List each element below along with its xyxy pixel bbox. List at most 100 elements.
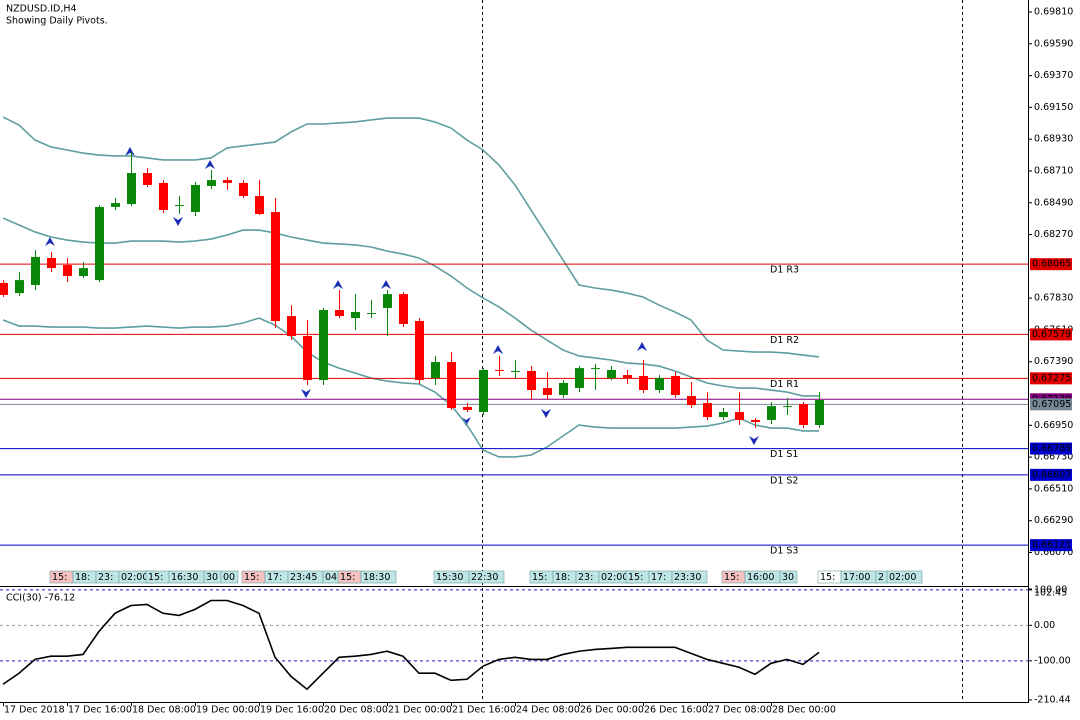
fractal-up [205,160,215,169]
session-label: 15: [628,572,643,583]
y-tick-label: 0.68710 [1034,165,1073,176]
session-label: 02:00 [121,572,148,583]
price-tag [1030,442,1072,455]
session-label: 30 [782,572,794,583]
candle-body [15,280,24,294]
y-tick-label: 0.00 [1034,620,1055,631]
session-label: 23:30 [674,572,701,583]
candle-body [63,265,72,277]
y-tick-label: 0.69590 [1034,38,1073,49]
x-tick-label: 17 Dec 16:00 [68,705,132,716]
candle-body [479,369,488,413]
session-label: 02:00 [889,572,916,583]
candle-body [527,370,536,391]
session-label: 15: [52,572,67,583]
session-label: 15: [820,572,835,583]
indicator-line [2,599,820,691]
candle-body [0,282,8,295]
candle-body [351,312,360,319]
fractal-up [637,342,647,351]
fractal-arrows [45,147,759,445]
candle-body [687,395,696,406]
candle-body [559,382,568,395]
pivot-level-name: D1 R1 [770,379,799,390]
candle-body [495,369,504,371]
y-tick-label: 0.66730 [1034,452,1073,463]
frame [0,0,1029,703]
session-label: 18: [555,572,570,583]
price-tag-label: 0.66789 [1032,443,1071,454]
price-tag [1030,258,1072,271]
x-tick-label: 18 Dec 08:00 [132,705,196,716]
session-label: 23: [98,572,113,583]
fractal-down [461,417,471,426]
candle-body [191,184,200,213]
fractal-up [381,280,391,289]
session-label: 15: [532,572,547,583]
session-label: 15: [724,572,739,583]
session-box [779,570,798,584]
price-tag [1030,372,1072,385]
fractal-down [541,409,551,418]
y-tick-label: 0.67830 [1034,293,1073,304]
y-tick-label: 0.66950 [1034,420,1073,431]
pivot-level-name: D1 S1 [770,449,798,460]
y-tick-label: -210.44 [1034,695,1071,706]
candle-body [799,404,808,426]
candle-body [575,368,584,389]
candle-body [783,406,792,408]
candle-body [655,378,664,391]
fractal-up [45,237,55,246]
candle-body [639,376,648,391]
x-tick-label: 24 Dec 08:00 [516,705,580,716]
band-line [2,116,820,358]
price-tag-label: 0.66121 [1032,540,1071,551]
y-tick-label: 0.69370 [1034,70,1073,81]
price-tag-label: 0.67579 [1032,329,1071,340]
y-tick-label: 0.67390 [1034,356,1073,367]
candle-body [303,335,312,381]
x-tick-label: 21 Dec 16:00 [452,705,516,716]
x-tick-label: 26 Dec 00:00 [580,705,644,716]
pivot-level-name: D1 S3 [770,546,798,557]
y-tick-label: 0.66070 [1034,547,1073,558]
candle-body [319,309,328,381]
session-box [220,570,239,584]
candle-body [31,256,40,285]
y-tick-label: 0.66510 [1034,483,1073,494]
y-tick-label: 0.68490 [1034,197,1073,208]
candle-body [463,406,472,410]
candle-body [255,195,264,215]
fractal-up [493,345,503,354]
candle-body [143,172,152,185]
candle-body [79,268,88,277]
fractal-up [333,280,343,289]
session-label: 2 [878,572,884,583]
candle-body [735,412,744,420]
candle-body [95,206,104,281]
fractal-down [173,217,183,226]
chart-title: NZDUSD.ID,H4 [6,4,77,15]
session-label: 23:45 [290,572,317,583]
price-tag-label: 0.66607 [1032,469,1071,480]
session-label: 17:00 [843,572,870,583]
fractal-up [125,147,135,156]
price-tag [1030,468,1072,481]
session-label: 18: [75,572,90,583]
session-label: 16:00 [747,572,774,583]
x-tick-label: 17 Dec 2018 [4,705,65,716]
y-tick-label: -100.00 [1034,655,1071,666]
candle-body [751,419,760,422]
y-tick-label: 102.45 [1034,588,1067,599]
candle-body [591,368,600,370]
session-label: 17: [651,572,666,583]
session-label: 15: [244,572,259,583]
candle-body [111,203,120,207]
price-tag [1030,328,1072,341]
candle-body [47,257,56,269]
candle-body [815,400,824,426]
pivot-level-name: D1 R3 [770,265,799,276]
